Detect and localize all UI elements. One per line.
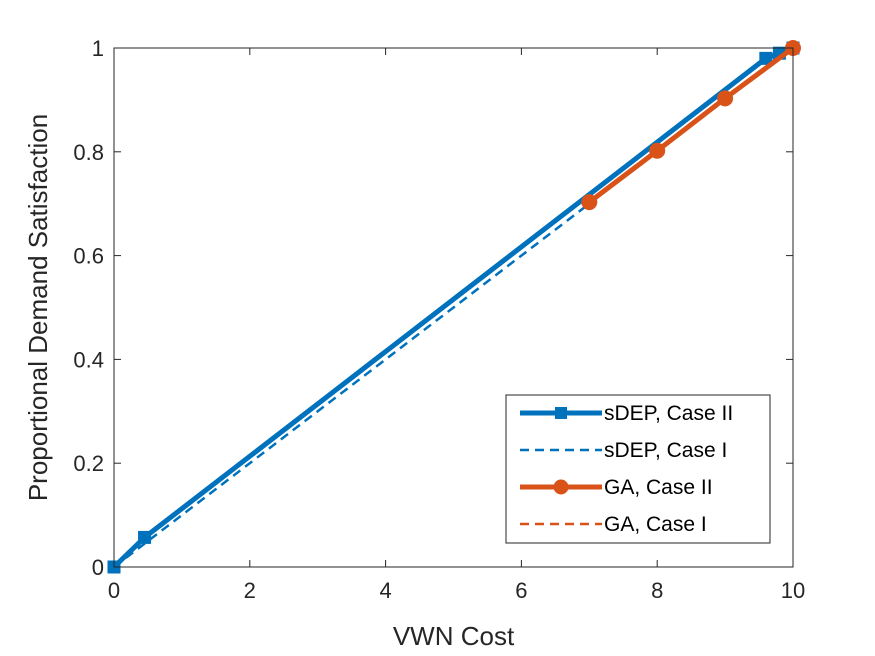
series-point <box>138 530 152 544</box>
legend: sDEP, Case II sDEP, Case I GA, Case II GA, … <box>505 394 771 544</box>
y-tick-label: 0.8 <box>73 140 104 165</box>
x-tick-label: 6 <box>515 578 527 603</box>
y-tick-label: 0.4 <box>73 347 104 372</box>
x-tick-label: 2 <box>244 578 256 603</box>
x-tick-label: 10 <box>781 578 805 603</box>
legend-label: GA, Case I <box>604 513 707 536</box>
series-point <box>581 194 598 211</box>
series-line-2 <box>586 45 796 205</box>
legend-label: sDEP, Case I <box>604 439 727 462</box>
ticks-layer: 0 2 4 6 8 10 0 0.2 0.4 0.6 0.8 1 <box>73 36 805 603</box>
x-tick-label: 4 <box>379 578 391 603</box>
y-axis-label: Proportional Demand Satisfaction <box>23 114 53 501</box>
legend-label: GA, Case II <box>604 476 713 499</box>
y-tick-label: 1 <box>92 36 104 61</box>
y-tick-label: 0.2 <box>73 451 104 476</box>
series-point <box>717 90 734 107</box>
x-tick-label: 0 <box>108 578 120 603</box>
y-tick-label: 0 <box>92 555 104 580</box>
legend-marker <box>555 407 567 419</box>
plot-frame <box>113 47 794 568</box>
legend-marker <box>553 479 569 495</box>
legend-label: sDEP, Case II <box>604 402 733 425</box>
x-axis-label: VWN Cost <box>393 621 515 651</box>
y-tick-label: 0.6 <box>73 244 104 269</box>
x-tick-label: 8 <box>651 578 663 603</box>
series-point <box>759 51 773 65</box>
series-layer <box>107 40 801 574</box>
legend-box <box>505 394 771 544</box>
series-point <box>649 142 666 159</box>
